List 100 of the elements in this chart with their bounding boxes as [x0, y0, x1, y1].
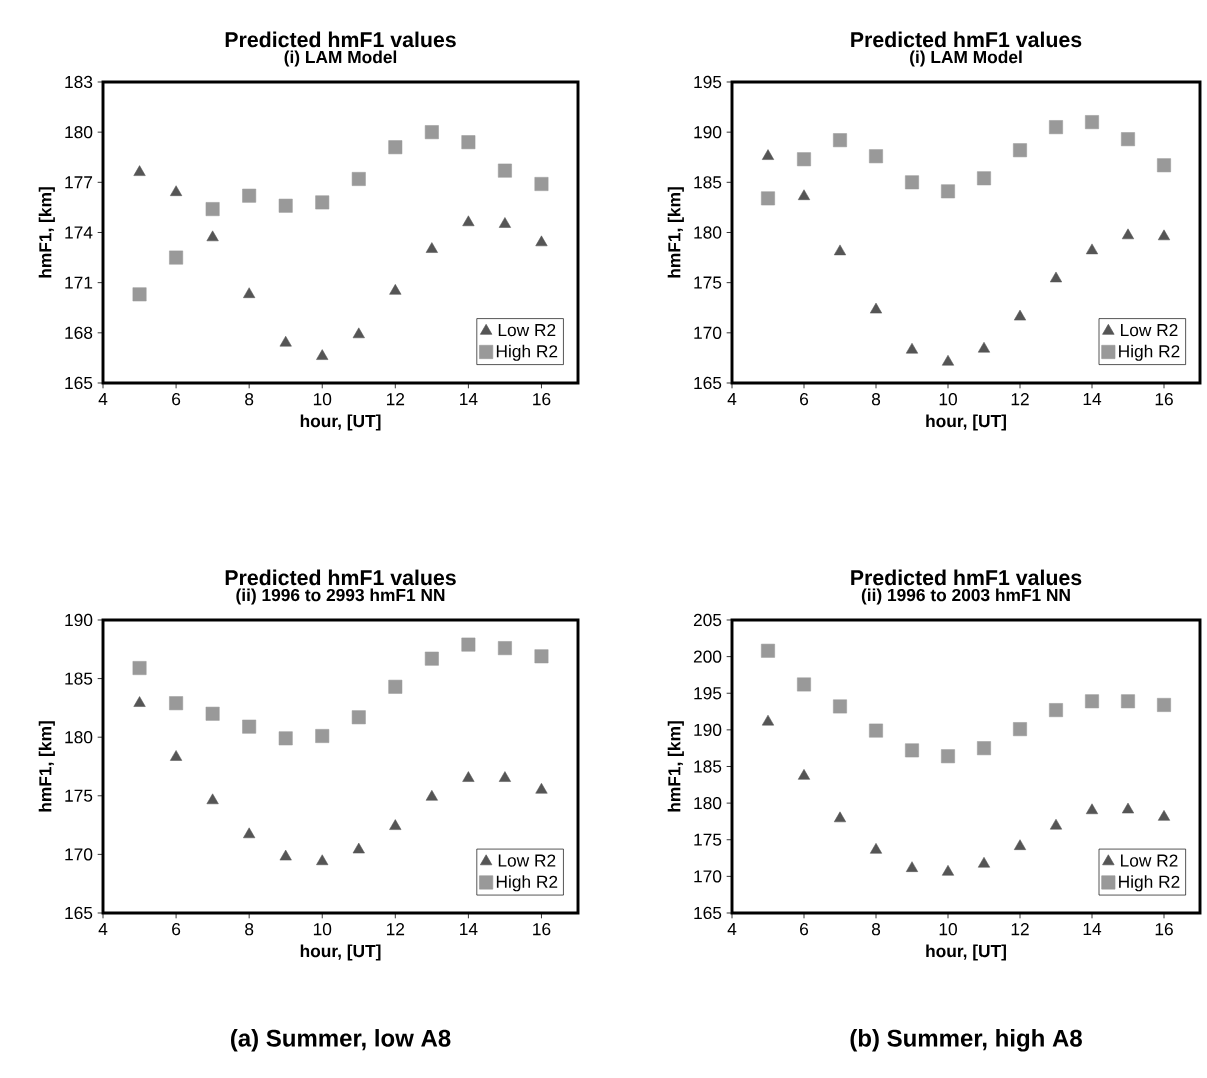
point — [389, 819, 402, 830]
point — [279, 335, 292, 347]
chart-subtitle: (ii) 1996 to 2993 hmF1 NN — [236, 588, 445, 605]
point — [1049, 120, 1063, 135]
point — [833, 244, 847, 256]
y-tick-label: 180 — [65, 731, 93, 744]
point — [534, 177, 549, 191]
legend-label: Low R2 — [498, 854, 556, 867]
x-tick-label: 10 — [939, 393, 957, 406]
point — [1085, 243, 1099, 255]
point — [941, 184, 955, 199]
point — [1121, 228, 1135, 240]
point — [315, 729, 330, 743]
x-tick-label: 8 — [245, 393, 254, 406]
y-tick-label: 165 — [694, 906, 722, 920]
x-tick-label: 14 — [1083, 393, 1102, 405]
point — [170, 750, 183, 761]
point — [133, 696, 146, 707]
point — [797, 769, 811, 780]
x-tick-label: 10 — [313, 393, 332, 406]
point — [206, 793, 219, 805]
x-axis-title: hour, [UT] — [300, 414, 381, 431]
point — [535, 782, 548, 794]
y-tick-label: 185 — [694, 760, 722, 773]
point — [1049, 703, 1063, 718]
point — [352, 327, 365, 339]
point — [797, 152, 811, 167]
point — [1085, 115, 1099, 130]
x-tick-label: 14 — [460, 923, 478, 935]
point — [498, 217, 511, 228]
x-axis-title: hour, [UT] — [300, 944, 381, 961]
point — [833, 699, 847, 714]
legend-label: High R2 — [1119, 875, 1180, 892]
point — [206, 230, 219, 242]
point — [1013, 143, 1027, 158]
point — [169, 250, 184, 265]
point — [351, 172, 366, 186]
x-tick-label: 6 — [800, 923, 809, 936]
point — [497, 163, 512, 178]
y-tick-label: 190 — [65, 613, 93, 627]
point — [170, 185, 183, 196]
point — [833, 811, 847, 823]
point — [243, 287, 256, 298]
point — [133, 165, 146, 176]
point — [243, 827, 256, 839]
legend-label: Low R2 — [498, 323, 556, 337]
point — [279, 849, 292, 861]
y-tick-label: 165 — [65, 376, 93, 390]
y-tick-label: 175 — [65, 789, 93, 802]
point — [1121, 694, 1135, 709]
point — [1013, 722, 1027, 737]
chart-title: Predicted hmF1 values — [851, 31, 1082, 48]
y-axis-title: hmF1, [km] — [38, 721, 55, 812]
point — [315, 195, 330, 210]
legend-label: Low R2 — [1121, 854, 1178, 867]
legend-label: High R2 — [496, 875, 558, 892]
point — [1157, 229, 1171, 241]
y-tick-label: 180 — [694, 226, 722, 239]
legend-label: High R2 — [496, 344, 558, 361]
point — [905, 861, 919, 872]
point — [461, 637, 476, 652]
point — [869, 149, 883, 164]
x-tick-label: 10 — [313, 923, 332, 936]
text: (b) Summer, high A8 — [850, 1029, 1082, 1052]
y-tick-label: 185 — [65, 672, 93, 685]
point — [497, 641, 512, 656]
x-tick-label: 14 — [1083, 923, 1102, 935]
point — [205, 706, 220, 721]
text: (a) Summer, low A8 — [231, 1029, 451, 1052]
point — [461, 135, 476, 150]
y-tick-label: 170 — [694, 326, 722, 339]
chart-subtitle: (i) LAM Model — [284, 50, 397, 67]
point — [1013, 839, 1027, 850]
y-axis-title: hmF1, [km] — [38, 187, 55, 278]
point — [1157, 810, 1171, 821]
y-tick-label: 174 — [65, 226, 93, 239]
y-axis-title: hmF1, [km] — [667, 187, 684, 278]
point — [905, 743, 919, 758]
point — [351, 710, 366, 725]
point — [169, 696, 184, 711]
x-tick-label: 16 — [1155, 393, 1173, 406]
chart-subtitle: (ii) 1996 to 2003 hmF1 NN — [861, 588, 1070, 605]
point — [977, 741, 991, 756]
chart-title: Predicted hmF1 values — [225, 31, 456, 48]
point — [242, 719, 257, 734]
point — [534, 649, 549, 664]
y-tick-label: 195 — [694, 75, 722, 89]
y-tick-label: 175 — [694, 833, 722, 846]
y-tick-label: 165 — [694, 376, 722, 390]
point — [388, 140, 403, 155]
legend-label: Low R2 — [1121, 323, 1178, 337]
x-tick-label: 12 — [1011, 923, 1029, 936]
x-tick-label: 8 — [871, 393, 881, 406]
point — [1121, 132, 1135, 147]
x-tick-label: 6 — [172, 923, 181, 936]
chart-title: Predicted hmF1 values — [225, 569, 456, 586]
y-tick-label: 177 — [65, 176, 93, 189]
point — [905, 342, 919, 354]
x-tick-label: 16 — [533, 923, 551, 936]
point — [424, 125, 439, 140]
